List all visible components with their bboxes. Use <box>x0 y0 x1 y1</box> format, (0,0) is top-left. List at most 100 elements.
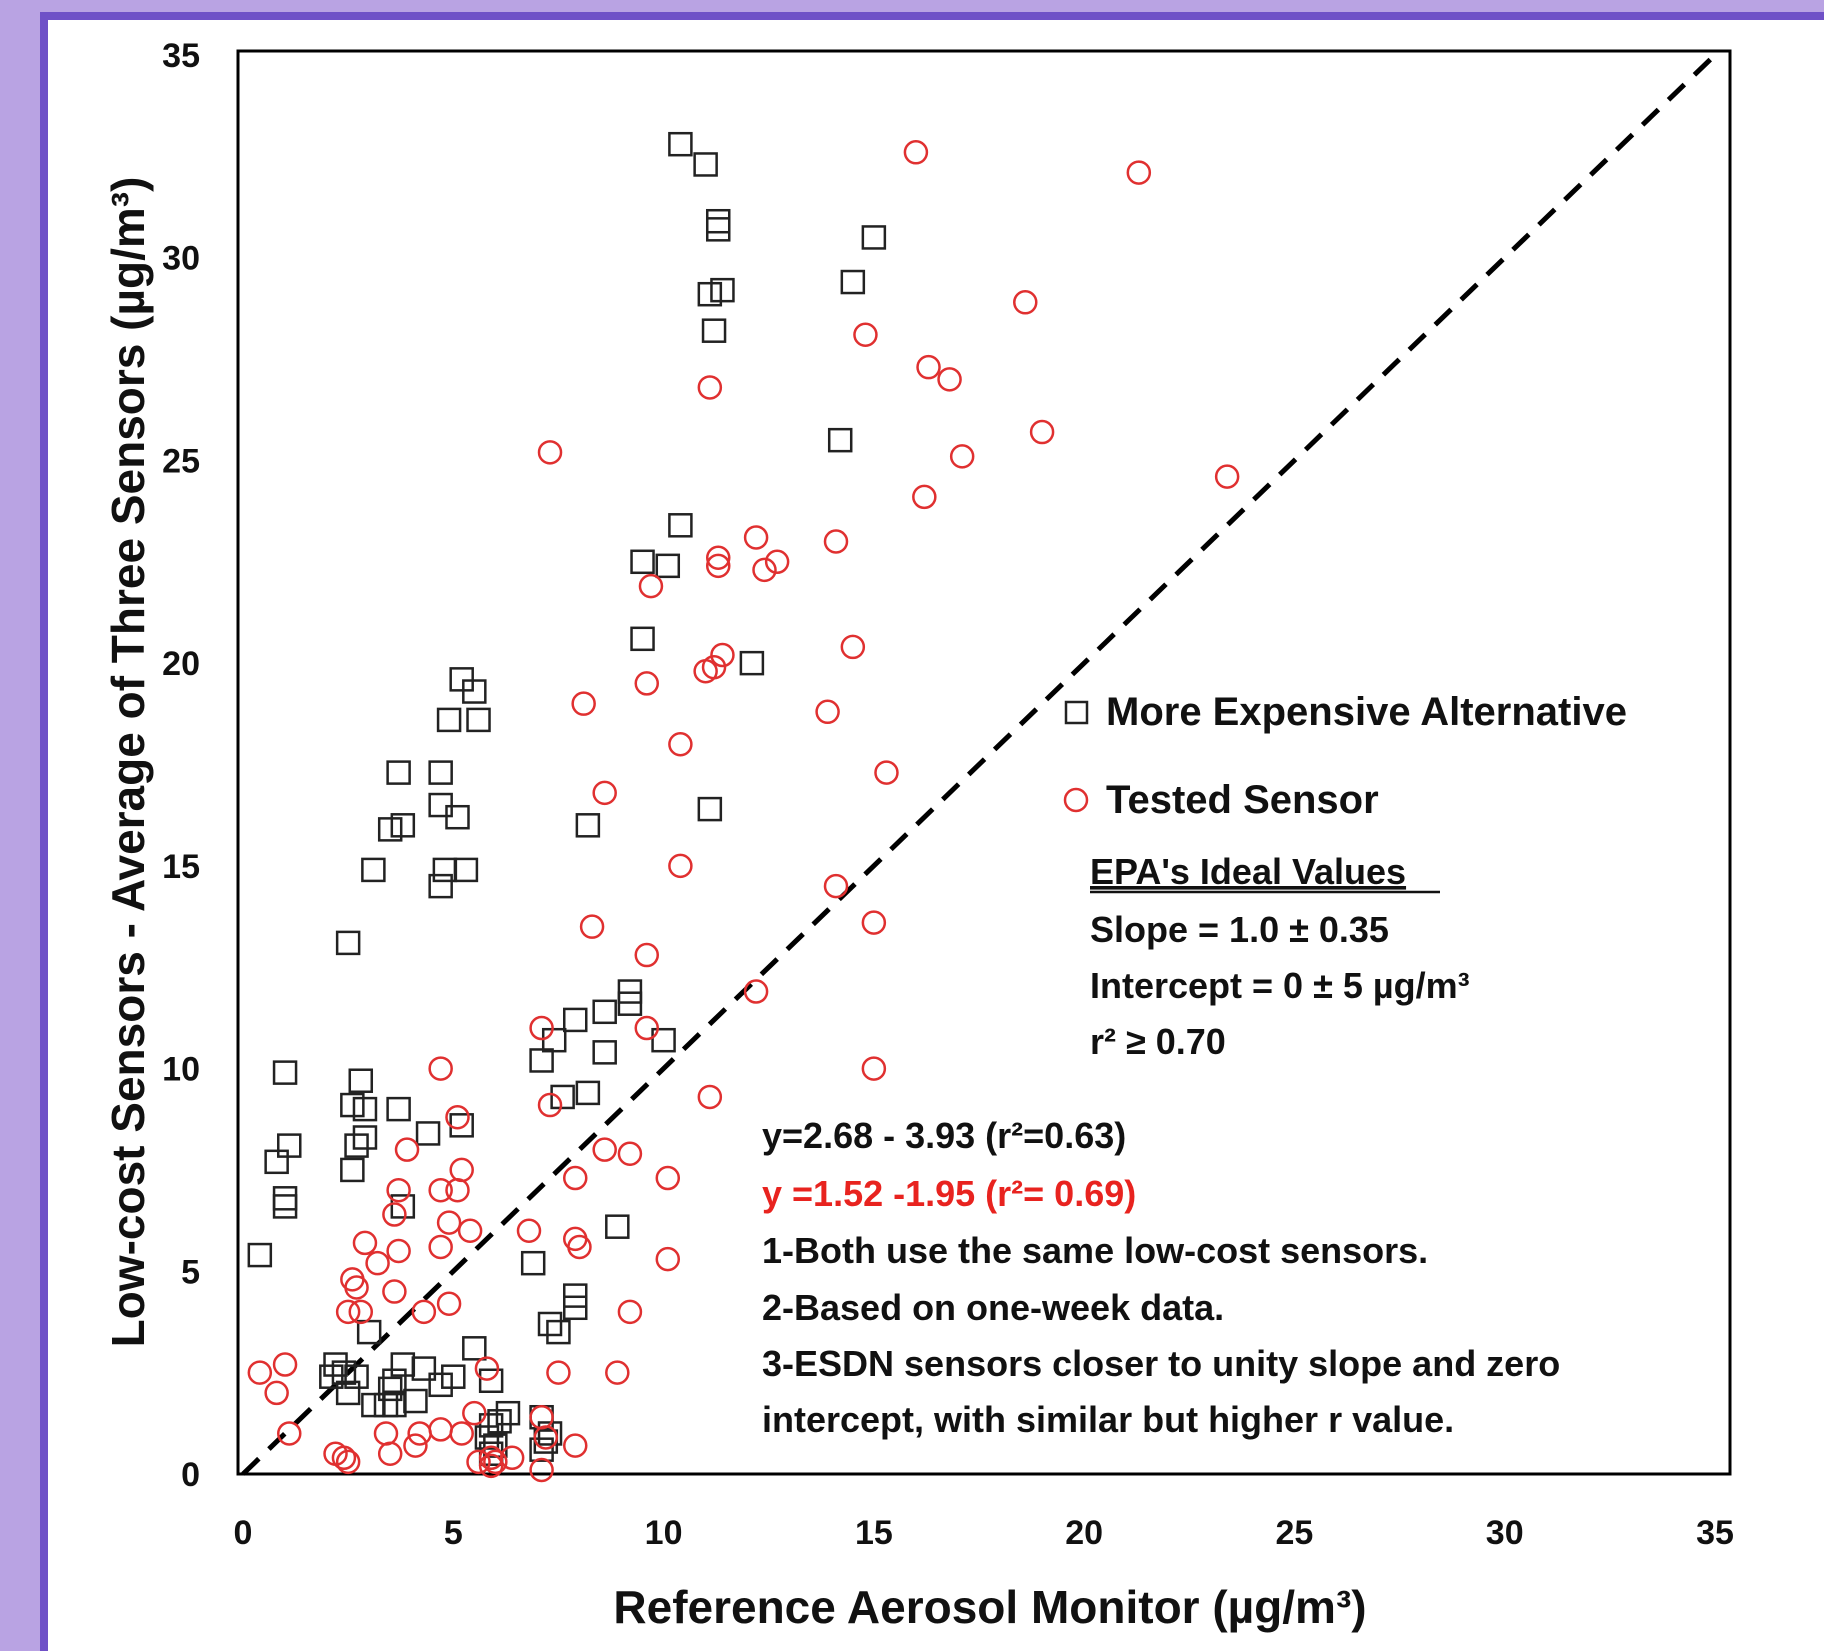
square-point <box>390 1352 416 1377</box>
y-tick-label-5: 5 <box>181 1253 200 1291</box>
epa-ideal-values-title: EPA's Ideal Values <box>1090 851 1406 892</box>
square-point <box>403 1388 428 1414</box>
square-point <box>462 679 487 704</box>
x-tick-label-30: 30 <box>1486 1514 1524 1552</box>
square-point <box>352 1125 378 1150</box>
square-point <box>386 760 411 785</box>
circle-point <box>861 910 887 935</box>
circle-point <box>403 1433 428 1458</box>
circle-point <box>462 1400 487 1426</box>
square-point <box>592 1040 617 1065</box>
circle-point <box>377 1441 403 1466</box>
circle-point <box>373 1421 399 1446</box>
square-point <box>277 1133 302 1158</box>
circle-point <box>571 691 596 716</box>
plot-area-frame <box>236 49 1732 1476</box>
circle-point <box>655 1246 681 1272</box>
circle-point <box>436 1291 462 1316</box>
circle-point <box>407 1421 432 1446</box>
note-line-2: 2-Based on one-week data. <box>762 1287 1224 1328</box>
circle-point <box>449 1421 474 1446</box>
square-point <box>529 1437 554 1462</box>
circle-point <box>1126 160 1152 185</box>
circle-point <box>764 549 790 575</box>
circle-point <box>743 525 769 550</box>
circle-point <box>697 1084 723 1110</box>
circle-point <box>634 671 659 696</box>
square-point <box>466 707 491 733</box>
square-point <box>377 817 403 842</box>
square-point <box>352 1096 378 1122</box>
square-point <box>377 1376 403 1402</box>
circle-point <box>394 1137 420 1162</box>
square-point <box>840 269 866 295</box>
square-point <box>335 930 361 956</box>
circle-point <box>705 545 731 570</box>
circle-point <box>1013 290 1038 315</box>
circle-point <box>386 1238 411 1264</box>
series-tested-sensor <box>247 140 1240 1483</box>
circle-point <box>592 780 617 806</box>
circle-point <box>335 1449 361 1475</box>
square-point <box>340 1157 365 1183</box>
x-tick-label-15: 15 <box>855 1514 893 1552</box>
circle-point <box>916 354 941 380</box>
square-point <box>705 208 731 234</box>
circle-point <box>563 1433 588 1458</box>
circle-point <box>382 1202 407 1227</box>
y-tick-label-10: 10 <box>162 1051 200 1089</box>
circle-point <box>466 1449 491 1475</box>
circle-point <box>823 529 849 554</box>
circle-point <box>277 1421 302 1446</box>
square-point <box>453 857 479 883</box>
circle-point <box>579 914 605 939</box>
square-point <box>668 131 693 157</box>
square-point <box>382 1368 407 1394</box>
circle-point <box>365 1250 390 1276</box>
reference-dashed-line <box>241 53 1717 1476</box>
circle-point <box>386 1177 411 1203</box>
square-point <box>445 804 470 830</box>
x-axis-title: Reference Aerosol Monitor (µg/m³) <box>613 1581 1366 1633</box>
epa-r2-line: r² ≥ 0.70 <box>1090 1021 1226 1062</box>
square-point <box>356 1319 382 1345</box>
y-tick-label-30: 30 <box>162 240 200 278</box>
square-point <box>272 1060 298 1085</box>
square-point <box>340 1092 365 1118</box>
square-point <box>335 1380 361 1406</box>
square-point <box>462 1336 487 1361</box>
figure-panel <box>40 12 1824 1651</box>
circle-point <box>668 853 693 879</box>
circle-point <box>264 1380 289 1406</box>
square-point <box>428 760 453 785</box>
legend-circle-marker <box>1063 787 1089 813</box>
y-axis-title: Low-cost Sensors - Average of Three Sens… <box>102 177 154 1348</box>
y-tick-label-0: 0 <box>181 1456 200 1494</box>
circle-point <box>853 322 878 347</box>
square-point <box>697 796 723 822</box>
square-point <box>319 1364 344 1389</box>
legend-label-tested-sensor: Tested Sensor <box>1106 778 1379 822</box>
square-point <box>630 626 655 652</box>
square-point <box>697 281 723 307</box>
square-point <box>617 991 643 1016</box>
x-tick-labels: 0 5 10 15 20 25 30 35 <box>234 1514 1734 1552</box>
circle-point <box>529 1404 554 1430</box>
circle-point <box>949 444 975 469</box>
circle-point <box>823 873 849 899</box>
circle-point <box>617 1141 643 1166</box>
circle-point <box>752 557 777 583</box>
circle-point <box>247 1360 273 1385</box>
circle-point <box>912 484 937 510</box>
square-point <box>541 1027 567 1053</box>
square-point <box>361 1392 386 1418</box>
note-line-4: intercept, with similar but higher r val… <box>762 1399 1454 1440</box>
square-point <box>382 1392 407 1418</box>
legend-square-marker <box>1064 700 1089 725</box>
y-tick-labels: 0 5 10 15 20 25 30 35 <box>162 37 200 1494</box>
regression-equation-red: y =1.52 -1.95 (r²= 0.69) <box>762 1173 1136 1214</box>
square-point <box>550 1084 575 1110</box>
circle-point <box>335 1299 361 1325</box>
x-tick-label-25: 25 <box>1276 1514 1314 1552</box>
